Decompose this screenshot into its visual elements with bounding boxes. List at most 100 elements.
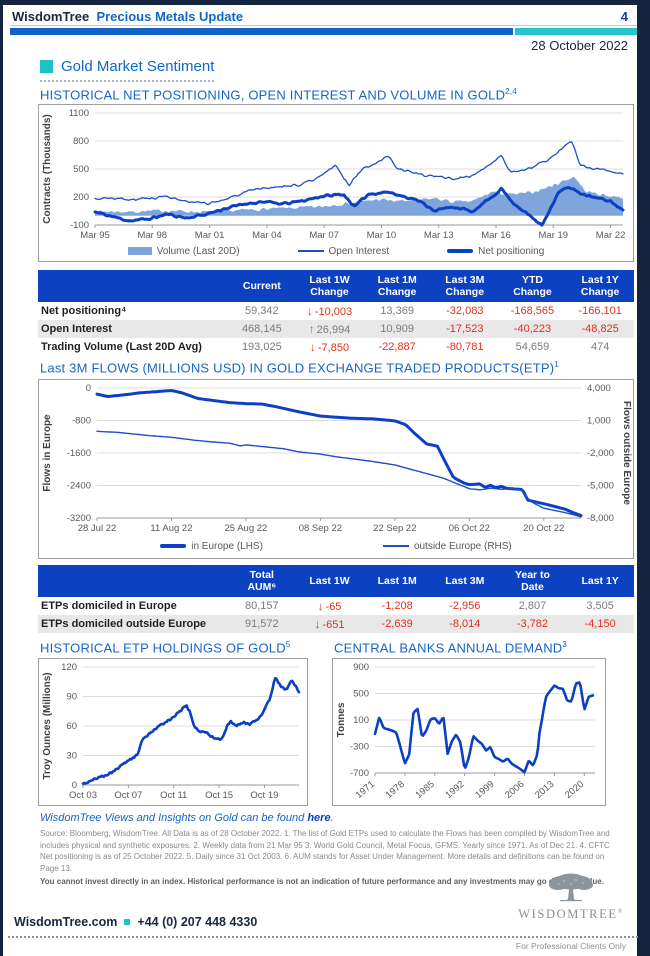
bottom-divider [8,936,638,938]
legend-item: outside Europe (RHS) [382,541,512,552]
table-cell: 3,505 [586,600,614,613]
svg-text:-2,000: -2,000 [587,448,614,459]
table-cell: -166,101 [578,305,622,318]
table-row: Trading Volume (Last 20D Avg) 193,025 ↓ -7,… [38,338,634,356]
column-header: Year to Date [498,565,567,598]
page-number: 4 [620,9,628,24]
insights-here-link[interactable]: here [307,812,331,824]
table-cell: ↑ 26,994 [295,320,364,339]
table-cell: 91,572 [228,615,296,634]
table-cell: -2,956 [449,600,481,613]
table-row: ETPs domiciled outside Europe 91,572 ↓ -651… [38,615,634,634]
svg-text:11 Aug 22: 11 Aug 22 [150,523,192,534]
svg-text:Oct 11: Oct 11 [160,790,187,801]
svg-text:1999: 1999 [473,779,496,801]
svg-text:30: 30 [66,751,77,762]
svg-text:Mar 95: Mar 95 [80,230,110,241]
insights-line: WisdomTree Views and Insights on Gold ca… [40,812,334,824]
svg-text:1,000: 1,000 [587,416,611,427]
svg-text:1985: 1985 [413,779,436,801]
down-arrow-icon: ↓ [309,340,316,355]
report-date: 28 October 2022 [531,38,628,53]
flows-chart-legend: in Europe (LHS) outside Europe (RHS) [39,538,633,554]
svg-text:500: 500 [353,689,369,700]
tree-icon [549,873,593,902]
svg-text:0: 0 [86,383,91,394]
svg-text:-100: -100 [70,220,89,231]
table-row: ETPs domiciled in Europe 80,157 ↓ -65 -1,208… [38,597,634,615]
column-header: Last 3M Change [430,270,499,303]
table-cell: 10,909 [363,320,431,339]
svg-text:Mar 98: Mar 98 [137,230,167,241]
svg-text:-700: -700 [350,768,369,779]
svg-text:Oct 19: Oct 19 [250,790,278,801]
column-header: Last 1M [363,565,431,598]
flows-chart: 0 -800 -1600 -2400 -3200 4,000 1,000 -2,000 -5,0… [38,379,634,559]
positioning-chart-legend: Volume (Last 20D) Open Interest Net positi… [39,243,633,259]
positioning-chart: 1100 800 500 200 -100 Mar 95 Mar 98 Mar 01 Mar 0… [38,104,634,262]
section-bullet-icon [40,60,53,73]
holdings-chart: 120 90 60 30 0 Oct 03 Oct 07 Oct 11 Oct 15 Oct 19… [38,658,308,806]
svg-text:0: 0 [72,780,77,791]
report-header: WisdomTree Precious Metals Update [12,9,626,24]
teal-bullet-icon [124,919,131,925]
svg-text:Mar 22: Mar 22 [596,230,626,241]
row-label: Open Interest [38,320,228,339]
central-banks-chart-title: CENTRAL BANKS ANNUAL DEMAND3 [334,640,568,656]
positioning-chart-title: HISTORICAL NET POSITIONING, OPEN INTERES… [40,87,517,103]
svg-text:Tonnes: Tonnes [336,702,347,737]
svg-text:1100: 1100 [69,108,89,119]
table-cell: -2,639 [363,615,431,634]
table-cell: ↓ -10,003 [306,304,353,319]
svg-text:-3200: -3200 [67,513,91,524]
page-frame-left [0,0,3,956]
svg-text:800: 800 [73,136,89,147]
section-label: Gold Market Sentiment [61,58,215,75]
svg-text:Mar 19: Mar 19 [539,230,569,241]
legend-item: Net positioning [447,246,544,257]
holdings-chart-title: HISTORICAL ETP HOLDINGS OF GOLD5 [40,640,291,656]
svg-text:Oct 07: Oct 07 [114,790,142,801]
table-cell: -32,083 [446,305,484,318]
svg-text:22 Sep 22: 22 Sep 22 [373,523,416,534]
professional-clients-tagline: For Professional Clients Only [515,941,626,951]
wisdomtree-logo: WisdomTree® [516,872,626,922]
svg-text:Oct 15: Oct 15 [205,790,233,801]
svg-text:-5,000: -5,000 [587,481,614,492]
table-cell: 2,807 [518,600,547,613]
column-header: Last 1Y Change [566,270,634,303]
svg-text:1971: 1971 [354,779,377,801]
svg-text:100: 100 [353,715,369,726]
table-cell: -40,223 [498,320,567,339]
page-frame-right [637,0,650,956]
legend-swatch-icon [382,545,409,547]
contact-bar: WisdomTree.com +44 (0) 207 448 4330 [14,915,257,929]
table-cell: 54,659 [515,341,550,354]
table-cell: -22,887 [378,341,416,354]
table-cell: ↓ -651 [295,615,364,634]
svg-text:20 Oct 22: 20 Oct 22 [523,523,564,534]
column-header: Total AUM⁶ [228,565,296,598]
svg-text:Mar 01: Mar 01 [195,230,225,241]
down-arrow-icon: ↓ [306,304,313,319]
legend-item: Volume (Last 20D) [127,246,240,257]
svg-text:1978: 1978 [384,779,407,801]
table-cell: -17,523 [430,320,499,339]
svg-text:120: 120 [61,662,77,673]
svg-text:4,000: 4,000 [587,383,611,394]
svg-text:900: 900 [353,662,369,673]
svg-text:06 Oct 22: 06 Oct 22 [449,523,490,534]
svg-text:-8,000: -8,000 [587,513,614,524]
website-link[interactable]: WisdomTree.com [14,915,118,929]
table-cell: 80,157 [245,600,279,613]
legend-swatch-icon [160,544,187,548]
table-cell: -80,781 [446,341,484,354]
svg-text:Flows outside Europe: Flows outside Europe [621,401,632,505]
table-cell: -8,014 [430,615,499,634]
column-header: Last 1M Change [363,270,431,303]
column-header: Last 3M [430,565,499,598]
svg-text:60: 60 [66,721,77,732]
table-row: Net positioning⁴ 59,342 ↓ -10,003 13,369 -32,… [38,302,634,320]
